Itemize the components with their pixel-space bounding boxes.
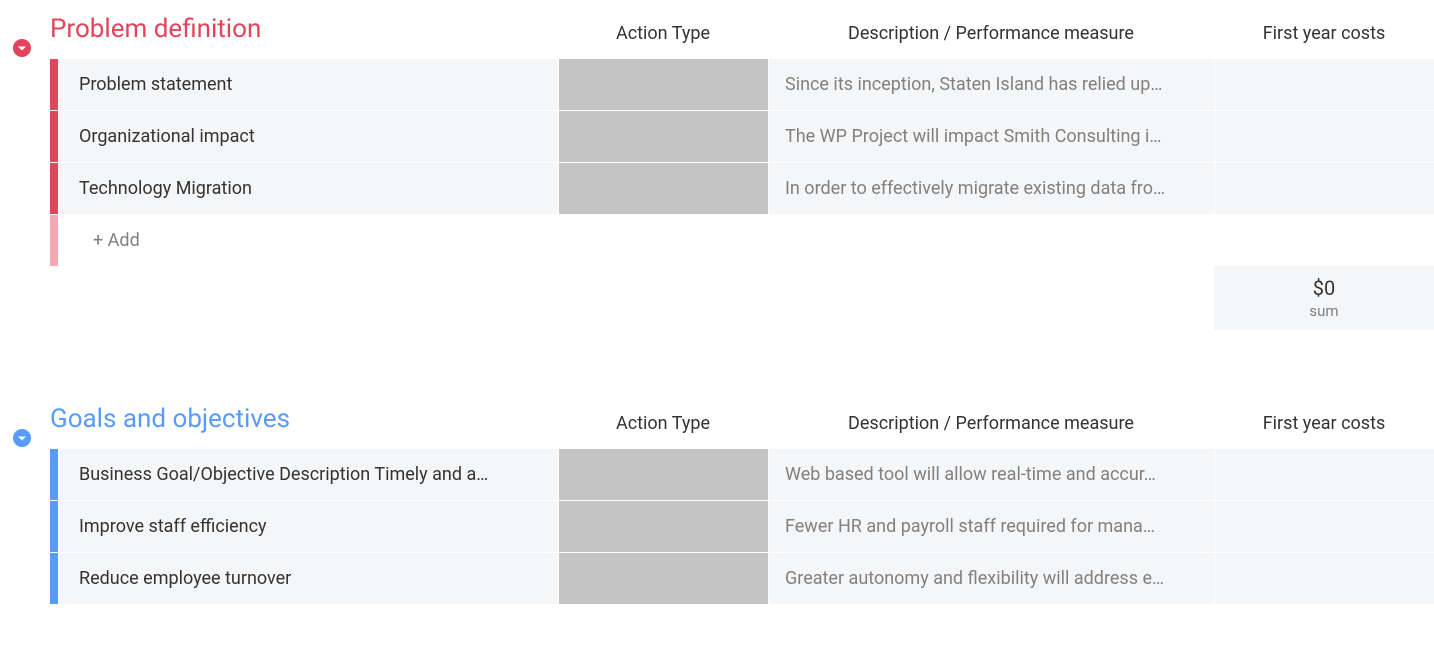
row-name-cell[interactable]: Reduce employee turnover xyxy=(58,553,558,604)
indent-spacer xyxy=(0,59,50,110)
collapse-toggle[interactable] xyxy=(0,38,50,58)
summary-value: $0 xyxy=(1313,276,1335,300)
row-name-cell[interactable]: Organizational impact xyxy=(58,111,558,162)
row-color-bar xyxy=(50,501,58,552)
summary-label: sum xyxy=(1309,302,1338,320)
row-name-cell[interactable]: Business Goal/Objective Description Time… xyxy=(58,449,558,500)
indent-spacer xyxy=(0,215,50,266)
row-cost-cell[interactable] xyxy=(1214,111,1434,162)
row-description-text: The WP Project will impact Smith Consult… xyxy=(785,126,1198,147)
row-name-text: Reduce employee turnover xyxy=(79,568,538,589)
row-description-text: Since its inception, Staten Island has r… xyxy=(785,74,1198,95)
row-name-text: Business Goal/Objective Description Time… xyxy=(79,464,538,485)
section-problem-definition: Problem definitionAction TypeDescription… xyxy=(0,0,1434,330)
chevron-down-icon xyxy=(12,428,32,448)
row-description-cell[interactable]: In order to effectively migrate existing… xyxy=(768,163,1214,214)
row-action-type-cell[interactable] xyxy=(558,163,768,214)
indent-spacer xyxy=(0,111,50,162)
empty-cell xyxy=(1214,215,1434,266)
row-cost-cell[interactable] xyxy=(1214,163,1434,214)
chevron-down-icon xyxy=(12,38,32,58)
row-name-cell[interactable]: Improve staff efficiency xyxy=(58,501,558,552)
add-row[interactable]: + Add xyxy=(0,214,1434,266)
row-action-type-cell[interactable] xyxy=(558,59,768,110)
indent-spacer xyxy=(0,449,50,500)
table-row[interactable]: Business Goal/Objective Description Time… xyxy=(0,448,1434,500)
row-action-type-cell[interactable] xyxy=(558,111,768,162)
row-name-text: Problem statement xyxy=(79,74,538,95)
row-description-cell[interactable]: Fewer HR and payroll staff required for … xyxy=(768,501,1214,552)
row-description-cell[interactable]: Web based tool will allow real-time and … xyxy=(768,449,1214,500)
collapse-toggle[interactable] xyxy=(0,428,50,448)
column-header-first-year-costs[interactable]: First year costs xyxy=(1214,413,1434,448)
empty-cell xyxy=(768,215,1214,266)
row-description-text: Greater autonomy and flexibility will ad… xyxy=(785,568,1198,589)
summary-cost-cell: $0 sum xyxy=(1214,266,1434,330)
column-header-first-year-costs[interactable]: First year costs xyxy=(1214,23,1434,58)
table-row[interactable]: Organizational impact The WP Project will… xyxy=(0,110,1434,162)
summary-row: $0 sum xyxy=(0,266,1434,330)
row-action-type-cell[interactable] xyxy=(558,553,768,604)
row-description-text: In order to effectively migrate existing… xyxy=(785,178,1198,199)
row-name-text: Technology Migration xyxy=(79,178,538,199)
column-header-action-type[interactable]: Action Type xyxy=(558,413,768,448)
column-header-description[interactable]: Description / Performance measure xyxy=(768,23,1214,58)
row-color-bar xyxy=(50,59,58,110)
indent-spacer xyxy=(0,163,50,214)
section-title[interactable]: Goals and objectives xyxy=(50,404,558,448)
indent-spacer xyxy=(0,553,50,604)
row-description-text: Fewer HR and payroll staff required for … xyxy=(785,516,1198,537)
row-color-bar xyxy=(50,111,58,162)
row-cost-cell[interactable] xyxy=(1214,449,1434,500)
row-cost-cell[interactable] xyxy=(1214,553,1434,604)
table-row[interactable]: Technology Migration In order to effectiv… xyxy=(0,162,1434,214)
row-action-type-cell[interactable] xyxy=(558,501,768,552)
column-header-description[interactable]: Description / Performance measure xyxy=(768,413,1214,448)
row-description-text: Web based tool will allow real-time and … xyxy=(785,464,1198,485)
row-cost-cell[interactable] xyxy=(1214,59,1434,110)
row-name-text: Organizational impact xyxy=(79,126,538,147)
row-description-cell[interactable]: Greater autonomy and flexibility will ad… xyxy=(768,553,1214,604)
row-color-bar xyxy=(50,163,58,214)
row-description-cell[interactable]: The WP Project will impact Smith Consult… xyxy=(768,111,1214,162)
row-action-type-cell[interactable] xyxy=(558,449,768,500)
table-row[interactable]: Reduce employee turnover Greater autonomy… xyxy=(0,552,1434,604)
section-header: Goals and objectivesAction TypeDescripti… xyxy=(0,390,1434,448)
row-name-cell[interactable]: Technology Migration xyxy=(58,163,558,214)
row-color-bar xyxy=(50,215,58,266)
row-name-cell[interactable]: Problem statement xyxy=(58,59,558,110)
row-color-bar xyxy=(50,553,58,604)
row-description-cell[interactable]: Since its inception, Staten Island has r… xyxy=(768,59,1214,110)
section-goals-objectives: Goals and objectivesAction TypeDescripti… xyxy=(0,390,1434,604)
row-color-bar xyxy=(50,449,58,500)
empty-cell xyxy=(558,215,768,266)
column-header-action-type[interactable]: Action Type xyxy=(558,23,768,58)
indent-spacer xyxy=(0,501,50,552)
row-name-text: Improve staff efficiency xyxy=(79,516,538,537)
section-header: Problem definitionAction TypeDescription… xyxy=(0,0,1434,58)
row-cost-cell[interactable] xyxy=(1214,501,1434,552)
add-button[interactable]: + Add xyxy=(58,215,558,266)
section-title[interactable]: Problem definition xyxy=(50,14,558,58)
table-row[interactable]: Improve staff efficiency Fewer HR and pay… xyxy=(0,500,1434,552)
table-row[interactable]: Problem statement Since its inception, St… xyxy=(0,58,1434,110)
